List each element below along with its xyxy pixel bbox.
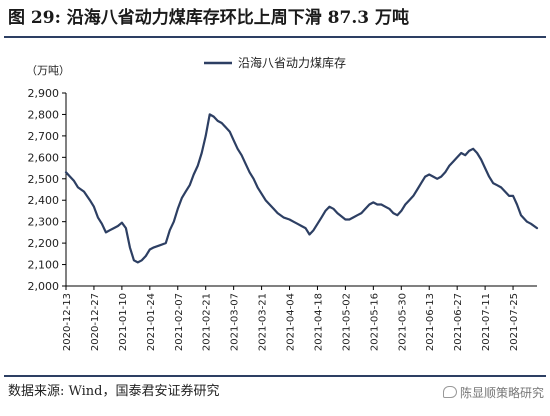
x-tick-label: 2020-12-27 xyxy=(90,293,101,351)
y-tick-label: 2,300 xyxy=(28,216,60,229)
x-tick-label: 2021-07-25 xyxy=(509,293,520,351)
x-tick-label: 2021-01-24 xyxy=(146,293,157,351)
y-tick-label: 2,700 xyxy=(28,130,60,143)
x-tick-label: 2021-02-07 xyxy=(174,293,185,351)
y-tick-label: 2,000 xyxy=(28,280,60,293)
data-source: 数据来源: Wind，国泰君安证券研究 xyxy=(8,384,220,399)
y-tick-label: 2,900 xyxy=(28,87,60,100)
x-tick-label: 2021-06-27 xyxy=(453,293,464,351)
y-axis: 2,000 2,100 2,200 2,300 2,400 2,500 2,600 2,700… xyxy=(28,87,67,293)
legend: 沿海八省动力煤库存 xyxy=(204,55,346,70)
y-tick-label: 2,100 xyxy=(28,259,60,272)
y-tick-label: 2,800 xyxy=(28,108,60,121)
x-tick-label: 2021-07-11 xyxy=(481,293,492,351)
y-tick-label: 2,600 xyxy=(28,151,60,164)
y-tick-label: 2,400 xyxy=(28,194,60,207)
series-line xyxy=(64,113,539,264)
figure-title: 图 29: 沿海八省动力煤库存环比上周下滑 87.3 万吨 xyxy=(8,8,410,28)
title-rule xyxy=(4,36,546,38)
legend-label: 沿海八省动力煤库存 xyxy=(238,55,346,70)
watermark-label: 陈显顺策略研究 xyxy=(459,386,544,400)
x-tick-label: 2021-03-21 xyxy=(258,293,269,351)
x-tick-label: 2020-12-13 xyxy=(62,293,73,351)
y-tick-label: 2,200 xyxy=(28,237,60,250)
x-axis: 2020-12-13 2020-12-27 2021-01-10 2021-01-24… xyxy=(62,285,537,351)
x-tick-label: 2021-01-10 xyxy=(118,293,129,351)
x-tick-label: 2021-05-02 xyxy=(341,293,352,351)
x-tick-label: 2021-03-07 xyxy=(230,293,241,351)
line-chart: 沿海八省动力煤库存 （万吨） 2,000 2,100 2,200 2,300 2,400… xyxy=(26,55,539,351)
x-tick-label: 2021-05-16 xyxy=(369,293,380,351)
watermark: 陈显顺策略研究 xyxy=(442,384,544,401)
x-tick-label: 2021-06-13 xyxy=(425,293,436,351)
x-tick-label: 2021-02-21 xyxy=(202,293,213,351)
footer-rule xyxy=(4,375,546,377)
x-tick-label: 2021-05-30 xyxy=(397,293,408,351)
x-tick-label: 2021-04-18 xyxy=(313,293,324,351)
y-axis-unit: （万吨） xyxy=(26,64,70,77)
plot-area xyxy=(64,113,539,264)
y-tick-label: 2,500 xyxy=(28,173,60,186)
x-tick-label: 2021-04-04 xyxy=(286,293,297,351)
chat-bubble-icon xyxy=(442,386,457,398)
